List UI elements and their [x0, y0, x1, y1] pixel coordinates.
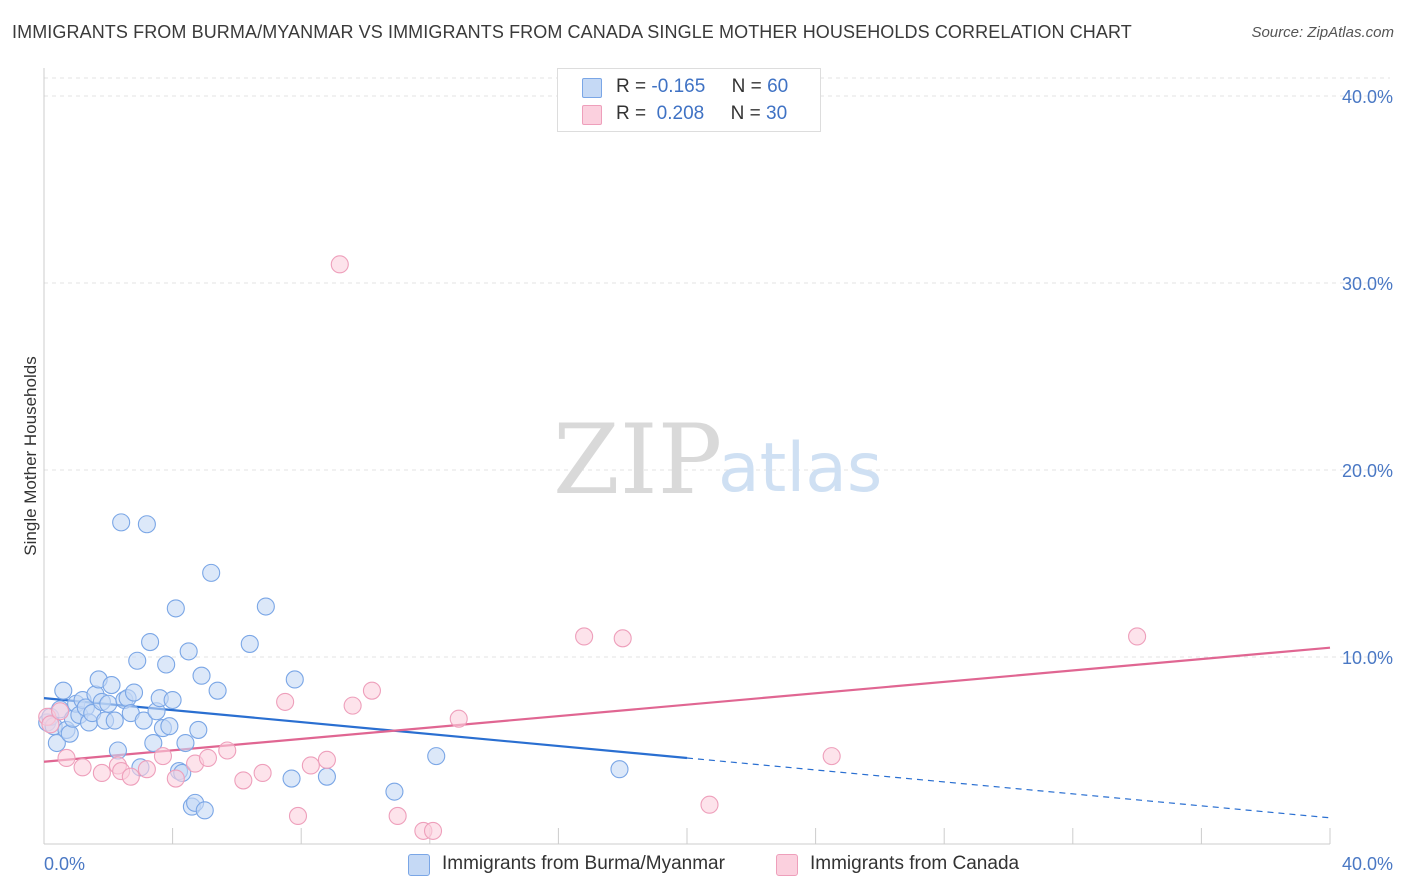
- legend-label-burma: Immigrants from Burma/Myanmar: [442, 853, 725, 874]
- point-canada: [317, 750, 336, 769]
- source-label: Source: ZipAtlas.com: [1251, 24, 1394, 41]
- point-burma: [160, 717, 179, 736]
- y-tick-label: 10.0%: [1342, 648, 1393, 668]
- legend-swatch-burma: [582, 78, 602, 98]
- point-canada: [613, 629, 632, 648]
- point-canada: [1128, 627, 1147, 646]
- legend-r-label: R =: [616, 76, 647, 97]
- point-burma: [317, 767, 336, 786]
- point-burma: [427, 747, 446, 766]
- point-canada: [276, 692, 295, 711]
- point-canada: [153, 747, 173, 766]
- point-burma: [282, 769, 301, 788]
- point-canada: [73, 758, 92, 777]
- legend-r-label: R =: [616, 103, 647, 124]
- point-burma: [112, 513, 131, 532]
- point-burma: [179, 642, 198, 661]
- point-burma: [240, 634, 259, 653]
- legend-swatch-canada: [582, 105, 602, 125]
- x-tick-labels: 0.0% 40.0%: [44, 854, 1393, 874]
- legend-swatch-burma: [408, 854, 430, 876]
- point-burma: [144, 733, 163, 753]
- y-axis-label: Single Mother Households: [21, 356, 40, 555]
- point-burma: [163, 690, 182, 710]
- trend-line-canada: [43, 646, 1331, 763]
- point-burma: [157, 655, 176, 674]
- point-burma: [385, 782, 404, 801]
- point-canada: [575, 627, 594, 646]
- point-burma: [256, 597, 275, 616]
- point-burma: [128, 651, 147, 670]
- point-burma: [189, 720, 208, 739]
- point-burma: [99, 694, 118, 713]
- legend-n-value-canada: 30: [766, 103, 788, 124]
- legend-r-value-burma: -0.165: [651, 76, 706, 97]
- point-burma: [105, 711, 124, 730]
- point-burma: [285, 670, 304, 689]
- point-burma: [202, 563, 221, 582]
- point-burma: [137, 515, 156, 534]
- point-canada: [301, 756, 320, 775]
- point-canada: [449, 709, 468, 728]
- legend-label-canada: Immigrants from Canada: [810, 853, 1020, 874]
- point-burma: [124, 683, 144, 702]
- x-tick-label: 40.0%: [1342, 854, 1393, 874]
- legend-r-value-canada: 0.208: [656, 103, 705, 124]
- point-canada: [198, 748, 218, 768]
- point-burma: [54, 681, 73, 700]
- trend-lines: [43, 646, 1331, 819]
- grid-lines: [44, 77, 1390, 658]
- point-canada: [166, 769, 185, 788]
- point-canada: [288, 806, 308, 826]
- point-canada: [92, 763, 111, 782]
- point-canada: [362, 681, 381, 700]
- point-canada: [423, 821, 443, 840]
- point-canada: [218, 741, 237, 760]
- point-burma: [166, 599, 185, 618]
- series-legend: Immigrants from Burma/Myanmar Immigrants…: [0, 852, 1406, 878]
- point-burma: [47, 733, 66, 753]
- point-canada: [700, 795, 719, 814]
- legend-n-label: N =: [731, 76, 762, 97]
- point-canada: [57, 748, 76, 768]
- point-burma: [195, 801, 214, 820]
- data-points: [38, 255, 1147, 840]
- point-burma: [134, 711, 153, 730]
- point-canada: [822, 747, 841, 766]
- legend-n-value-burma: 60: [767, 76, 789, 97]
- point-canada: [253, 763, 272, 782]
- point-canada: [121, 767, 140, 786]
- point-canada: [234, 771, 253, 790]
- point-canada: [41, 715, 60, 734]
- stats-legend: R = -0.165 N = 60 R = 0.208 N = 30: [557, 68, 821, 132]
- chart-title: IMMIGRANTS FROM BURMA/MYANMAR VS IMMIGRA…: [12, 22, 1132, 42]
- point-burma: [610, 760, 629, 779]
- point-burma: [176, 733, 195, 753]
- y-tick-label: 30.0%: [1342, 274, 1393, 294]
- trend-line-burma-extension: [686, 757, 1331, 819]
- y-tick-label: 20.0%: [1342, 461, 1393, 481]
- legend-n-label: N =: [730, 103, 761, 124]
- point-canada: [388, 806, 407, 826]
- y-tick-labels: 10.0% 20.0% 30.0% 40.0%: [1342, 87, 1393, 668]
- point-burma: [208, 681, 227, 700]
- legend-swatch-canada: [776, 854, 798, 876]
- point-canada: [137, 760, 156, 779]
- point-canada: [51, 702, 70, 721]
- y-tick-label: 40.0%: [1342, 87, 1393, 107]
- point-canada: [330, 255, 349, 274]
- point-burma: [141, 633, 160, 652]
- point-burma: [192, 666, 211, 685]
- watermark-atlas: atlas: [718, 429, 882, 508]
- x-tick-label: 0.0%: [44, 854, 85, 874]
- watermark-zip: ZIP: [553, 404, 722, 516]
- point-burma: [102, 676, 121, 695]
- point-burma: [60, 724, 79, 743]
- point-canada: [343, 696, 362, 715]
